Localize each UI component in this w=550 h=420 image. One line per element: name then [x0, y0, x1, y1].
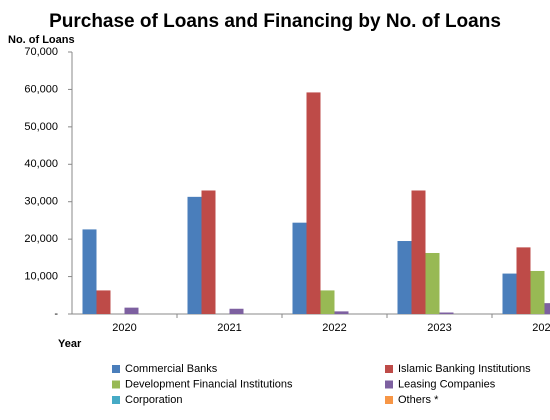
y-tick-label: 50,000 — [24, 121, 58, 133]
legend-label: Islamic Banking Institutions — [398, 363, 531, 375]
legend-swatch — [385, 396, 393, 404]
bar — [411, 190, 426, 314]
bar — [320, 290, 335, 314]
legend-label: Development Financial Institutions — [125, 378, 293, 390]
bar — [439, 312, 454, 314]
legend-label: Leasing Companies — [398, 378, 496, 390]
bar — [502, 273, 517, 314]
y-tick-label: 40,000 — [24, 158, 58, 170]
legend-swatch — [112, 396, 120, 404]
bar — [397, 241, 412, 314]
bar — [306, 92, 321, 315]
x-tick-label: 2022 — [322, 322, 346, 334]
legend-swatch — [112, 380, 120, 389]
y-tick-label: 70,000 — [24, 46, 58, 58]
bar — [544, 303, 550, 314]
bar — [187, 196, 202, 314]
bar — [530, 270, 545, 314]
legend-swatch — [112, 365, 120, 373]
y-tick-label: 10,000 — [24, 270, 58, 282]
y-axis-title: No. of Loans — [8, 34, 75, 46]
y-tick-label: 30,000 — [24, 196, 58, 208]
bar — [82, 229, 97, 314]
bar — [425, 252, 440, 314]
x-tick-label: 2021 — [217, 322, 241, 334]
bar — [96, 290, 111, 314]
legend-label: Commercial Banks — [125, 363, 218, 375]
y-tick-label: 60,000 — [24, 83, 58, 95]
legend-label: Others * — [398, 394, 439, 406]
bar — [124, 307, 139, 314]
x-axis-title: Year — [58, 338, 82, 350]
bar — [516, 247, 531, 314]
bar — [334, 311, 349, 314]
bar — [229, 308, 244, 314]
x-tick-label: 2024 — [532, 322, 550, 334]
bar — [201, 190, 216, 314]
legend-swatch — [385, 365, 393, 373]
y-tick-label: - — [54, 308, 58, 320]
chart-title: Purchase of Loans and Financing by No. o… — [49, 11, 501, 32]
legend-swatch — [385, 380, 393, 389]
bar — [292, 222, 307, 314]
y-tick-label: 20,000 — [24, 233, 58, 245]
legend-label: Corporation — [125, 394, 182, 406]
x-tick-label: 2020 — [112, 322, 136, 334]
x-tick-label: 2023 — [427, 322, 451, 334]
